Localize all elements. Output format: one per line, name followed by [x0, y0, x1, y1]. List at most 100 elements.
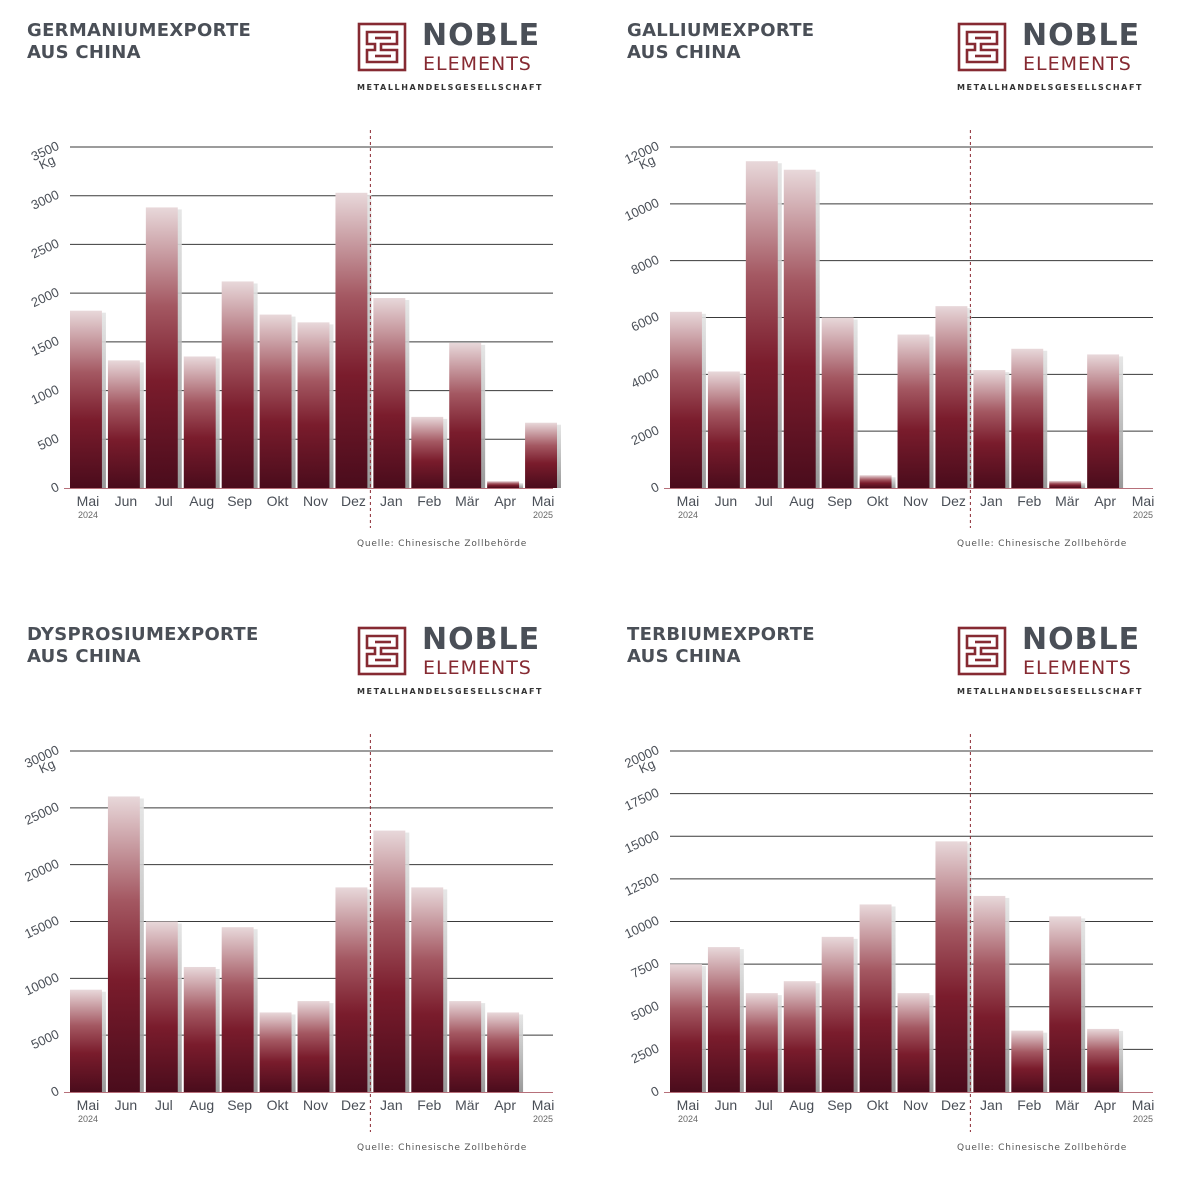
y-tick-label: 1000 [29, 382, 62, 408]
source-note: Quelle: Chinesische Zollbehörde [357, 539, 528, 549]
chart-title-line1: GALLIUMEXPORTE [627, 20, 815, 41]
bar [145, 207, 178, 489]
x-tick-label: Dez [941, 1097, 966, 1113]
year-label: 2025 [1133, 510, 1153, 520]
bar [897, 334, 930, 488]
x-tick-label: Sep [827, 493, 852, 509]
brand-name-top: NOBLE [422, 622, 541, 657]
year-label: 2024 [78, 510, 98, 520]
x-tick-label: Nov [903, 1097, 928, 1113]
brand-name-bottom: ELEMENTS [423, 657, 532, 679]
x-tick-label: Dez [941, 493, 966, 509]
bar [1011, 348, 1044, 488]
x-tick-label: Feb [1017, 1097, 1041, 1113]
bar [259, 314, 292, 488]
bar [107, 796, 140, 1092]
brand-name-bottom: ELEMENTS [423, 53, 532, 75]
x-tick-label: Mai [1132, 493, 1155, 509]
y-tick-label: 0 [48, 1083, 61, 1100]
chart-title-line1: TERBIUMEXPORTE [627, 624, 815, 645]
bar [859, 475, 892, 488]
y-tick-label: 5000 [629, 998, 662, 1024]
bar [707, 371, 740, 488]
x-tick-label: Jul [155, 1097, 173, 1113]
y-tick-label: 15000 [22, 913, 61, 942]
bar [183, 356, 216, 488]
x-tick-label: Mai [77, 1097, 100, 1113]
x-tick-label: Nov [903, 493, 928, 509]
x-tick-label: Apr [1094, 1097, 1116, 1113]
x-tick-label: Apr [494, 493, 516, 509]
logo-emblem-icon [357, 22, 407, 72]
y-tick-label: 2000 [29, 284, 62, 310]
bar [1049, 916, 1082, 1092]
x-tick-label: Okt [867, 493, 889, 509]
chart-panel-3: DYSPROSIUMEXPORTE AUS CHINA NOBLE ELEMEN… [0, 604, 590, 1189]
bar [487, 1012, 520, 1092]
bar [783, 169, 816, 488]
bar [1087, 354, 1120, 488]
bar [935, 841, 968, 1092]
chart-panel-4: TERBIUMEXPORTE AUS CHINA NOBLE ELEMENTS … [600, 604, 1180, 1189]
y-tick-label: 10000 [622, 913, 661, 942]
source-note: Quelle: Chinesische Zollbehörde [957, 539, 1128, 549]
x-tick-label: Sep [827, 1097, 852, 1113]
x-tick-label: Mär [455, 493, 479, 509]
bar [897, 993, 930, 1092]
x-tick-label: Mai [532, 493, 555, 509]
y-tick-label: 6000 [629, 309, 662, 335]
chart-title-line2: AUS CHINA [627, 646, 741, 667]
bar [373, 830, 406, 1092]
x-tick-label: Mai [77, 493, 100, 509]
bar [487, 481, 520, 488]
bar [783, 981, 816, 1092]
y-tick-label: 7500 [629, 955, 662, 981]
chart-title-line1: GERMANIUMEXPORTE [27, 20, 252, 41]
bar-chart: 050001000015000200002500030000KgMai2024J… [22, 734, 554, 1132]
brand-subtitle: METALLHANDELSGESELLSCHAFT [357, 83, 544, 92]
x-tick-label: Mai [677, 1097, 700, 1113]
bar [411, 887, 444, 1092]
y-tick-label: 12500 [622, 870, 661, 899]
x-tick-label: Feb [417, 493, 441, 509]
y-tick-label: 0 [648, 1083, 661, 1100]
chart-title-line2: AUS CHINA [627, 42, 741, 63]
y-tick-label: 2500 [629, 1040, 662, 1066]
x-tick-label: Apr [1094, 493, 1116, 509]
bar [525, 422, 557, 488]
bar [411, 416, 444, 488]
chart-title-line2: AUS CHINA [27, 42, 141, 63]
bar [183, 966, 216, 1092]
brand-name-top: NOBLE [1022, 18, 1141, 53]
y-tick-label: 8000 [629, 252, 662, 278]
y-tick-label: 10000 [622, 195, 661, 224]
chart-title: TERBIUMEXPORTE AUS CHINA [627, 624, 815, 668]
bar [107, 360, 140, 488]
x-tick-label: Feb [417, 1097, 441, 1113]
bar-chart: 02500500075001000012500150001750020000Kg… [622, 734, 1154, 1132]
y-tick-label: 2500 [29, 236, 62, 262]
bar [70, 310, 102, 488]
bar [221, 927, 254, 1092]
y-unit-label: Kg [637, 756, 658, 776]
x-tick-label: Jun [115, 493, 138, 509]
year-label: 2025 [533, 1114, 553, 1124]
x-tick-label: Jan [980, 493, 1003, 509]
x-tick-label: Sep [227, 493, 252, 509]
bar [373, 298, 406, 488]
y-tick-label: 500 [35, 430, 61, 453]
chart-title: GALLIUMEXPORTE AUS CHINA [627, 20, 814, 64]
bar [859, 904, 892, 1092]
bar [221, 281, 254, 488]
x-tick-label: Mär [1055, 493, 1079, 509]
x-tick-label: Mär [455, 1097, 479, 1113]
bar [707, 947, 740, 1092]
logo-emblem-icon [957, 22, 1007, 72]
brand-subtitle: METALLHANDELSGESELLSCHAFT [957, 687, 1144, 696]
bar [935, 306, 968, 488]
brand-logo: NOBLE ELEMENTS METALLHANDELSGESELLSCHAFT [957, 622, 1157, 701]
brand-subtitle: METALLHANDELSGESELLSCHAFT [957, 83, 1144, 92]
x-tick-label: Jan [380, 493, 403, 509]
chart-title-line2: AUS CHINA [27, 646, 141, 667]
x-tick-label: Jul [155, 493, 173, 509]
